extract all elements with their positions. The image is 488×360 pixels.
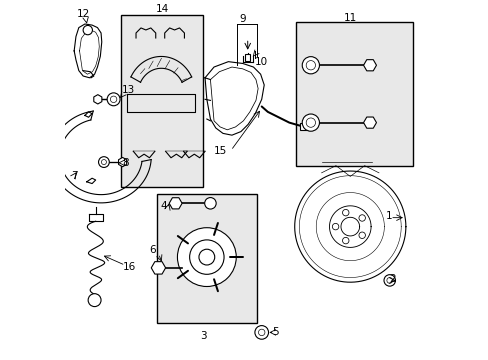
Text: 4: 4 <box>161 201 167 211</box>
Circle shape <box>332 224 338 230</box>
Bar <box>121 15 203 187</box>
Circle shape <box>258 329 264 336</box>
Circle shape <box>383 275 395 286</box>
Bar <box>296 22 412 166</box>
Circle shape <box>254 325 268 339</box>
Circle shape <box>305 60 315 70</box>
Text: 14: 14 <box>155 4 168 14</box>
Circle shape <box>302 114 319 131</box>
Text: 3: 3 <box>200 331 206 341</box>
Circle shape <box>88 294 101 307</box>
Text: 12: 12 <box>77 9 90 19</box>
Circle shape <box>101 159 106 165</box>
Circle shape <box>358 232 365 238</box>
Text: 7: 7 <box>71 171 78 181</box>
Bar <box>156 194 257 323</box>
Text: 13: 13 <box>122 85 135 95</box>
Circle shape <box>99 157 109 167</box>
Circle shape <box>199 249 214 265</box>
Circle shape <box>342 237 348 244</box>
Text: 5: 5 <box>272 327 279 337</box>
Circle shape <box>358 215 365 221</box>
Circle shape <box>386 278 392 283</box>
Circle shape <box>204 198 216 209</box>
Circle shape <box>110 96 117 103</box>
Text: 10: 10 <box>255 57 268 67</box>
Text: 1: 1 <box>386 211 392 221</box>
Circle shape <box>177 228 236 287</box>
Circle shape <box>83 26 92 35</box>
Text: 6: 6 <box>149 245 156 255</box>
Circle shape <box>189 240 224 274</box>
Text: 15: 15 <box>213 145 226 156</box>
Circle shape <box>107 93 120 106</box>
Text: 11: 11 <box>343 13 356 23</box>
Text: 9: 9 <box>239 14 245 24</box>
Bar <box>244 54 250 61</box>
Text: 2: 2 <box>389 274 396 284</box>
Bar <box>300 123 309 130</box>
Circle shape <box>342 210 348 216</box>
Circle shape <box>305 118 315 127</box>
Circle shape <box>302 57 319 74</box>
Text: 16: 16 <box>122 262 135 272</box>
Text: 8: 8 <box>122 158 129 168</box>
